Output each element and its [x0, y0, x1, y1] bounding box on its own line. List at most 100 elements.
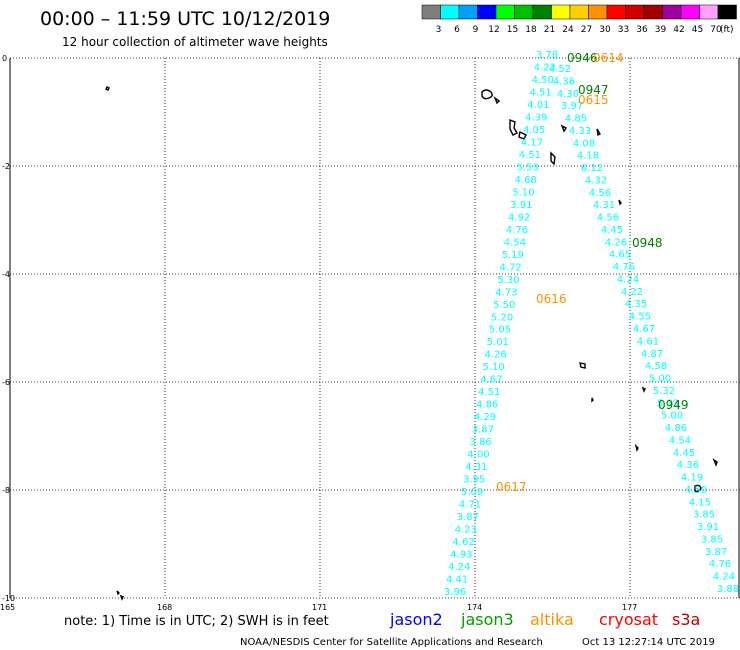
pass-time-label: 0946	[567, 51, 598, 65]
pass-time-label: 0616	[536, 292, 567, 306]
legend-swatch	[588, 4, 608, 20]
legend-label: 33	[618, 25, 629, 35]
longitude-label: 177	[622, 603, 637, 612]
track-b-value: 4.36	[553, 76, 575, 87]
legend-swatch	[551, 4, 571, 20]
legend-swatch	[699, 4, 719, 20]
track-a-value: 4.26	[485, 350, 507, 361]
legend-label: 27	[581, 25, 592, 35]
track-a-value: 5.19	[502, 250, 524, 261]
longitude-label: 171	[312, 603, 327, 612]
track-a-value: 4.22	[534, 62, 556, 73]
track-a-value: 4.39	[525, 112, 547, 123]
island-outline	[481, 89, 501, 105]
track-b-value: 6.12	[581, 163, 603, 174]
island-outline	[712, 458, 718, 468]
wave-height-legend: 3 6 9 12 15 18 21 24 27 30 33 36 39 42 45 70(ft)	[421, 4, 737, 35]
legend-label: 30	[599, 25, 611, 35]
track-b-value: 4.08	[573, 138, 595, 149]
island-outline	[119, 594, 124, 601]
track-a-value: 4.17	[521, 137, 543, 148]
track-b-value: 4.45	[601, 225, 623, 236]
legend-swatch	[606, 4, 626, 20]
track-a-value: 5.09	[461, 487, 483, 498]
track-a-value: 4.29	[474, 412, 496, 423]
track-b-value: 5.00	[661, 411, 683, 422]
track-a-value: 3.78	[536, 50, 558, 61]
legend-swatch	[643, 4, 663, 20]
legend-label: 21	[544, 25, 555, 35]
pass-time-label: 0948	[632, 236, 663, 250]
pass-time-label: 0615	[578, 93, 609, 107]
track-a-value: 3.91	[510, 200, 532, 211]
track-a-value: 5.05	[489, 325, 511, 336]
track-b-value: 4.32	[585, 175, 607, 186]
track-b-value: 4.35	[625, 299, 647, 310]
altimeter-tracks: 3.784.524.224.364.504.304.513.974.014.85…	[444, 50, 739, 598]
legend-swatch	[662, 4, 682, 20]
track-a-value: 4.92	[508, 212, 530, 223]
pass-time-label: 0614	[593, 51, 624, 65]
track-b-value: 4.76	[709, 559, 731, 570]
footer-timestamp: Oct 13 12:27:14 UTC 2019	[582, 637, 715, 648]
track-a-value: 5.30	[497, 275, 519, 286]
legend-label: 6	[454, 25, 460, 35]
legend-label: 12	[488, 25, 499, 35]
track-b-value: 4.33	[569, 126, 591, 137]
satellite-name: altika	[530, 610, 574, 629]
track-a-value: 3.96	[444, 587, 466, 598]
legend-label: 24	[562, 25, 574, 35]
track-a-value: 4.31	[465, 462, 487, 473]
track-b-value: 4.55	[629, 312, 651, 323]
track-b-value: 3.85	[693, 510, 715, 521]
track-b-value: 3.87	[705, 547, 727, 558]
track-b-value: 4.26	[605, 237, 627, 248]
track-b-value: 4.18	[577, 151, 599, 162]
track-a-value: 4.73	[495, 287, 517, 298]
track-a-value: 4.05	[523, 125, 545, 136]
track-a-value: 4.24	[448, 562, 470, 573]
island-outline	[518, 130, 527, 140]
legend-swatch	[717, 4, 737, 20]
footer-note: note: 1) Time is in UTC; 2) SWH is in fe…	[64, 614, 329, 629]
track-a-value: 4.62	[452, 537, 474, 548]
legend-label: 36	[636, 25, 648, 35]
legend-unit: (ft)	[720, 25, 734, 35]
track-b-value: 4.61	[637, 336, 659, 347]
legend-swatch	[495, 4, 515, 20]
legend-swatch	[440, 4, 460, 20]
track-b-value: 4.86	[665, 423, 687, 434]
latitude-label: -10	[2, 594, 15, 603]
track-b-value: 4.24	[713, 572, 735, 583]
track-a-value: 4.76	[506, 225, 528, 236]
track-b-value: 4.56	[589, 188, 611, 199]
pass-time-label: 0949	[658, 398, 689, 412]
island-outline	[618, 199, 622, 206]
track-b-value: 3.85	[701, 534, 723, 545]
legend-swatch	[569, 4, 589, 20]
legend-swatch	[532, 4, 552, 20]
island-outline	[591, 397, 594, 403]
legend-swatch	[680, 4, 700, 20]
island-outline	[634, 443, 639, 453]
track-b-value: 4.76	[613, 262, 635, 273]
track-b-value: 4.52	[549, 64, 571, 75]
satellite-legend: jason2 jason3 altika cryosat s3a	[389, 610, 700, 629]
track-b-value: 4.87	[641, 349, 663, 360]
island-outline	[694, 484, 702, 493]
island-outline	[641, 386, 646, 393]
island-outline	[509, 118, 518, 136]
track-a-value: 4.54	[504, 237, 526, 248]
track-b-value: 4.22	[621, 287, 643, 298]
legend-swatch	[477, 4, 497, 20]
track-a-value: 5.20	[491, 312, 513, 323]
map-subtitle: 12 hour collection of altimeter wave hei…	[62, 35, 328, 49]
track-a-value: 3.87	[457, 512, 479, 523]
island-outlines	[105, 86, 718, 601]
track-b-value: 3.91	[697, 522, 719, 533]
legend-swatch	[458, 4, 478, 20]
track-b-value: 4.58	[645, 361, 667, 372]
track-b-value: 4.65	[609, 250, 631, 261]
latitude-label: -8	[2, 486, 10, 495]
track-b-value: 3.97	[561, 101, 583, 112]
